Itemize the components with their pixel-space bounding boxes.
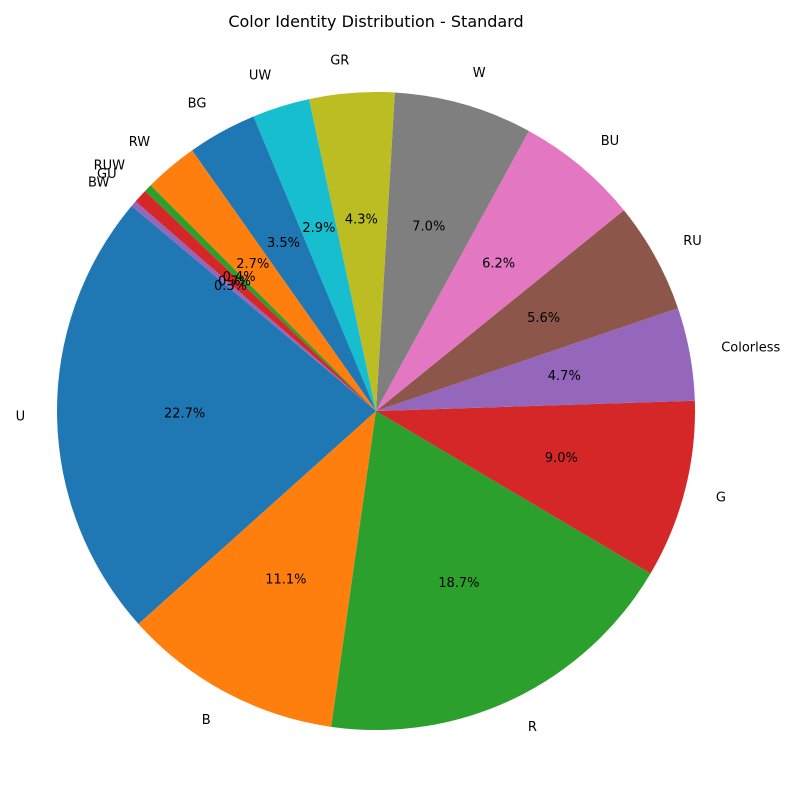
slice-percent-u: 22.7% (164, 407, 205, 422)
slice-label-u: U (16, 409, 26, 424)
pie-slice-r (331, 411, 651, 731)
pie-slice-u (56, 205, 377, 624)
slice-percent-colorless: 4.7% (548, 369, 581, 384)
pie-slice-bw (131, 201, 376, 411)
slice-label-bu: BU (601, 134, 619, 149)
slice-label-gr: GR (330, 54, 349, 69)
pie-slice-bu (376, 131, 624, 411)
pie-slice-ru (376, 210, 678, 411)
pie-percent-labels: 22.7% 11.1% 18.7% 9.0% 4.7% 5.6% 6.2% 7.0% 4.3% 2… (164, 213, 581, 591)
slice-percent-ruw: 0.4% (223, 270, 256, 285)
slice-label-colorless: Colorless (721, 341, 780, 356)
pie-slice-bg (192, 116, 376, 412)
slice-label-ru: RU (683, 234, 702, 249)
pie-slice-gu (135, 190, 376, 411)
slice-percent-gu: 0.7% (218, 275, 251, 290)
pie-slice-w (376, 92, 529, 411)
slice-label-w: W (473, 66, 486, 81)
pie-slice-colorless (376, 308, 695, 411)
slice-percent-bw: 0.3% (214, 279, 247, 294)
slice-percent-g: 9.0% (545, 451, 578, 466)
pie-slice-rw (150, 150, 376, 412)
pie-slice-g (376, 400, 695, 574)
pie-slices (56, 92, 695, 731)
chart-title: Color Identity Distribution - Standard (228, 12, 523, 31)
slice-label-rw: RW (129, 135, 151, 150)
slice-percent-b: 11.1% (265, 572, 306, 587)
slice-percent-bu: 6.2% (482, 257, 515, 272)
slice-label-b: B (202, 713, 211, 728)
slice-label-bw: BW (88, 175, 109, 190)
slice-percent-gr: 4.3% (345, 213, 378, 228)
slice-percent-ru: 5.6% (527, 311, 560, 326)
slice-label-g: G (716, 491, 726, 506)
slice-percent-rw: 2.7% (236, 257, 269, 272)
pie-slice-b (138, 411, 376, 727)
slice-percent-bg: 3.5% (267, 236, 300, 251)
slice-label-uw: UW (249, 69, 272, 84)
slice-percent-r: 18.7% (438, 576, 479, 591)
pie-slice-uw (253, 99, 376, 412)
pie-slice-ruw (145, 185, 376, 411)
slice-percent-uw: 2.9% (302, 221, 335, 236)
slice-percent-w: 7.0% (412, 220, 445, 235)
slice-label-bg: BG (188, 96, 207, 111)
slice-label-gu: GU (97, 167, 117, 182)
pie-slice-gr (309, 92, 395, 411)
slice-label-r: R (528, 720, 537, 735)
slice-label-ruw: RUW (94, 158, 126, 173)
